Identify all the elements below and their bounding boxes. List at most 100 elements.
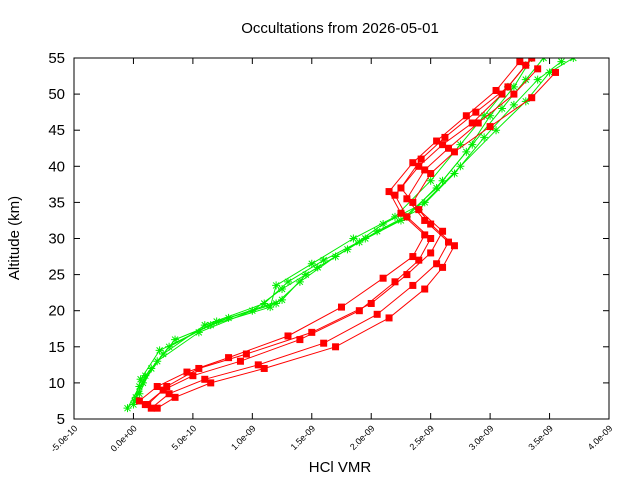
data-point bbox=[516, 58, 524, 66]
data-point bbox=[510, 90, 518, 98]
x-tick-label: 2.0e-09 bbox=[348, 423, 377, 452]
data-point bbox=[396, 216, 405, 225]
data-point bbox=[409, 281, 417, 289]
data-point bbox=[135, 397, 143, 405]
data-point bbox=[373, 227, 382, 236]
data-point bbox=[379, 274, 387, 282]
data-point bbox=[207, 379, 215, 387]
data-point bbox=[147, 364, 156, 373]
x-axis-label: HCl VMR bbox=[309, 459, 372, 476]
data-point bbox=[421, 216, 429, 224]
data-point bbox=[445, 238, 452, 246]
series-line bbox=[132, 58, 544, 405]
x-tick-label: 1.0e-09 bbox=[229, 423, 258, 452]
chart-title: Occultations from 2026-05-01 bbox=[241, 20, 439, 37]
data-point bbox=[171, 335, 180, 344]
data-point bbox=[260, 364, 268, 372]
data-point bbox=[136, 375, 145, 384]
data-point bbox=[415, 256, 423, 264]
data-point bbox=[225, 354, 233, 362]
data-point bbox=[421, 285, 429, 293]
data-point bbox=[450, 169, 459, 178]
data-point bbox=[445, 144, 452, 152]
y-tick-labels: 5 10 15 20 25 30 35 40 45 50 55 bbox=[48, 50, 65, 428]
data-point bbox=[147, 404, 155, 412]
y-tick-label: 15 bbox=[48, 339, 65, 356]
x-tick-label: 3.0e-09 bbox=[467, 423, 496, 452]
data-point bbox=[528, 94, 536, 102]
y-tick-label: 45 bbox=[48, 122, 65, 139]
data-point bbox=[135, 389, 144, 398]
data-point bbox=[439, 227, 447, 235]
plot-frame bbox=[73, 57, 610, 420]
data-point bbox=[307, 259, 316, 268]
y-tick-label: 40 bbox=[48, 158, 65, 175]
data-point bbox=[468, 119, 476, 127]
data-point bbox=[504, 83, 512, 91]
data-point bbox=[439, 263, 447, 271]
data-point bbox=[472, 108, 480, 116]
x-tick-label: 3.5e-09 bbox=[526, 423, 555, 452]
data-point bbox=[183, 368, 191, 376]
data-point bbox=[367, 299, 375, 307]
series-9 bbox=[144, 58, 536, 409]
data-point bbox=[417, 155, 425, 163]
data-point bbox=[509, 100, 518, 109]
y-tick-label: 25 bbox=[48, 267, 65, 284]
data-point bbox=[528, 58, 536, 62]
data-point bbox=[224, 313, 233, 322]
series-line bbox=[144, 64, 527, 405]
data-point bbox=[373, 310, 381, 318]
series-1 bbox=[131, 58, 566, 402]
data-point bbox=[355, 307, 363, 315]
y-axis-label: Altitude (km) bbox=[6, 196, 23, 280]
data-point bbox=[338, 303, 345, 311]
data-point bbox=[403, 195, 411, 203]
data-point bbox=[427, 170, 435, 178]
data-point bbox=[427, 249, 435, 257]
data-point bbox=[521, 75, 530, 84]
data-point bbox=[534, 65, 542, 73]
data-point bbox=[296, 336, 304, 344]
data-point bbox=[242, 350, 250, 358]
data-point bbox=[272, 281, 281, 290]
data-point bbox=[144, 401, 152, 409]
data-point bbox=[552, 68, 559, 76]
data-point bbox=[509, 82, 518, 91]
data-point bbox=[450, 148, 458, 156]
x-tick-labels: -5.0e-10 0.0e+00 5.0e-10 1.0e-09 1.5e-09 2.0e… bbox=[49, 423, 615, 454]
data-point bbox=[236, 357, 244, 365]
x-tick-label: 1.5e-09 bbox=[289, 423, 318, 452]
data-point bbox=[284, 332, 292, 340]
data-point bbox=[254, 361, 262, 369]
data-point bbox=[284, 277, 292, 286]
data-point bbox=[427, 235, 435, 242]
series-8 bbox=[153, 68, 559, 412]
data-point bbox=[385, 314, 393, 322]
data-point bbox=[420, 198, 429, 207]
series-line bbox=[156, 72, 556, 409]
data-point bbox=[206, 321, 215, 330]
data-point bbox=[163, 383, 171, 391]
data-point bbox=[397, 209, 405, 217]
data-point bbox=[492, 126, 501, 135]
series-line bbox=[127, 58, 533, 409]
y-tick-label: 55 bbox=[48, 50, 65, 67]
data-point bbox=[557, 58, 566, 66]
series-7 bbox=[135, 58, 524, 405]
series-layer bbox=[123, 58, 578, 413]
data-point bbox=[415, 206, 423, 214]
data-point bbox=[492, 86, 500, 94]
data-point bbox=[379, 220, 388, 229]
x-tick-label: 4.0e-09 bbox=[586, 423, 615, 452]
data-point bbox=[439, 141, 447, 149]
data-point bbox=[189, 372, 197, 380]
data-point bbox=[462, 147, 471, 156]
data-point bbox=[278, 295, 287, 304]
y-tick-label: 50 bbox=[48, 86, 65, 103]
data-point bbox=[201, 375, 209, 383]
y-tick-label: 20 bbox=[48, 303, 65, 320]
series-line bbox=[138, 58, 574, 394]
data-point bbox=[456, 140, 465, 149]
data-point bbox=[278, 285, 287, 294]
